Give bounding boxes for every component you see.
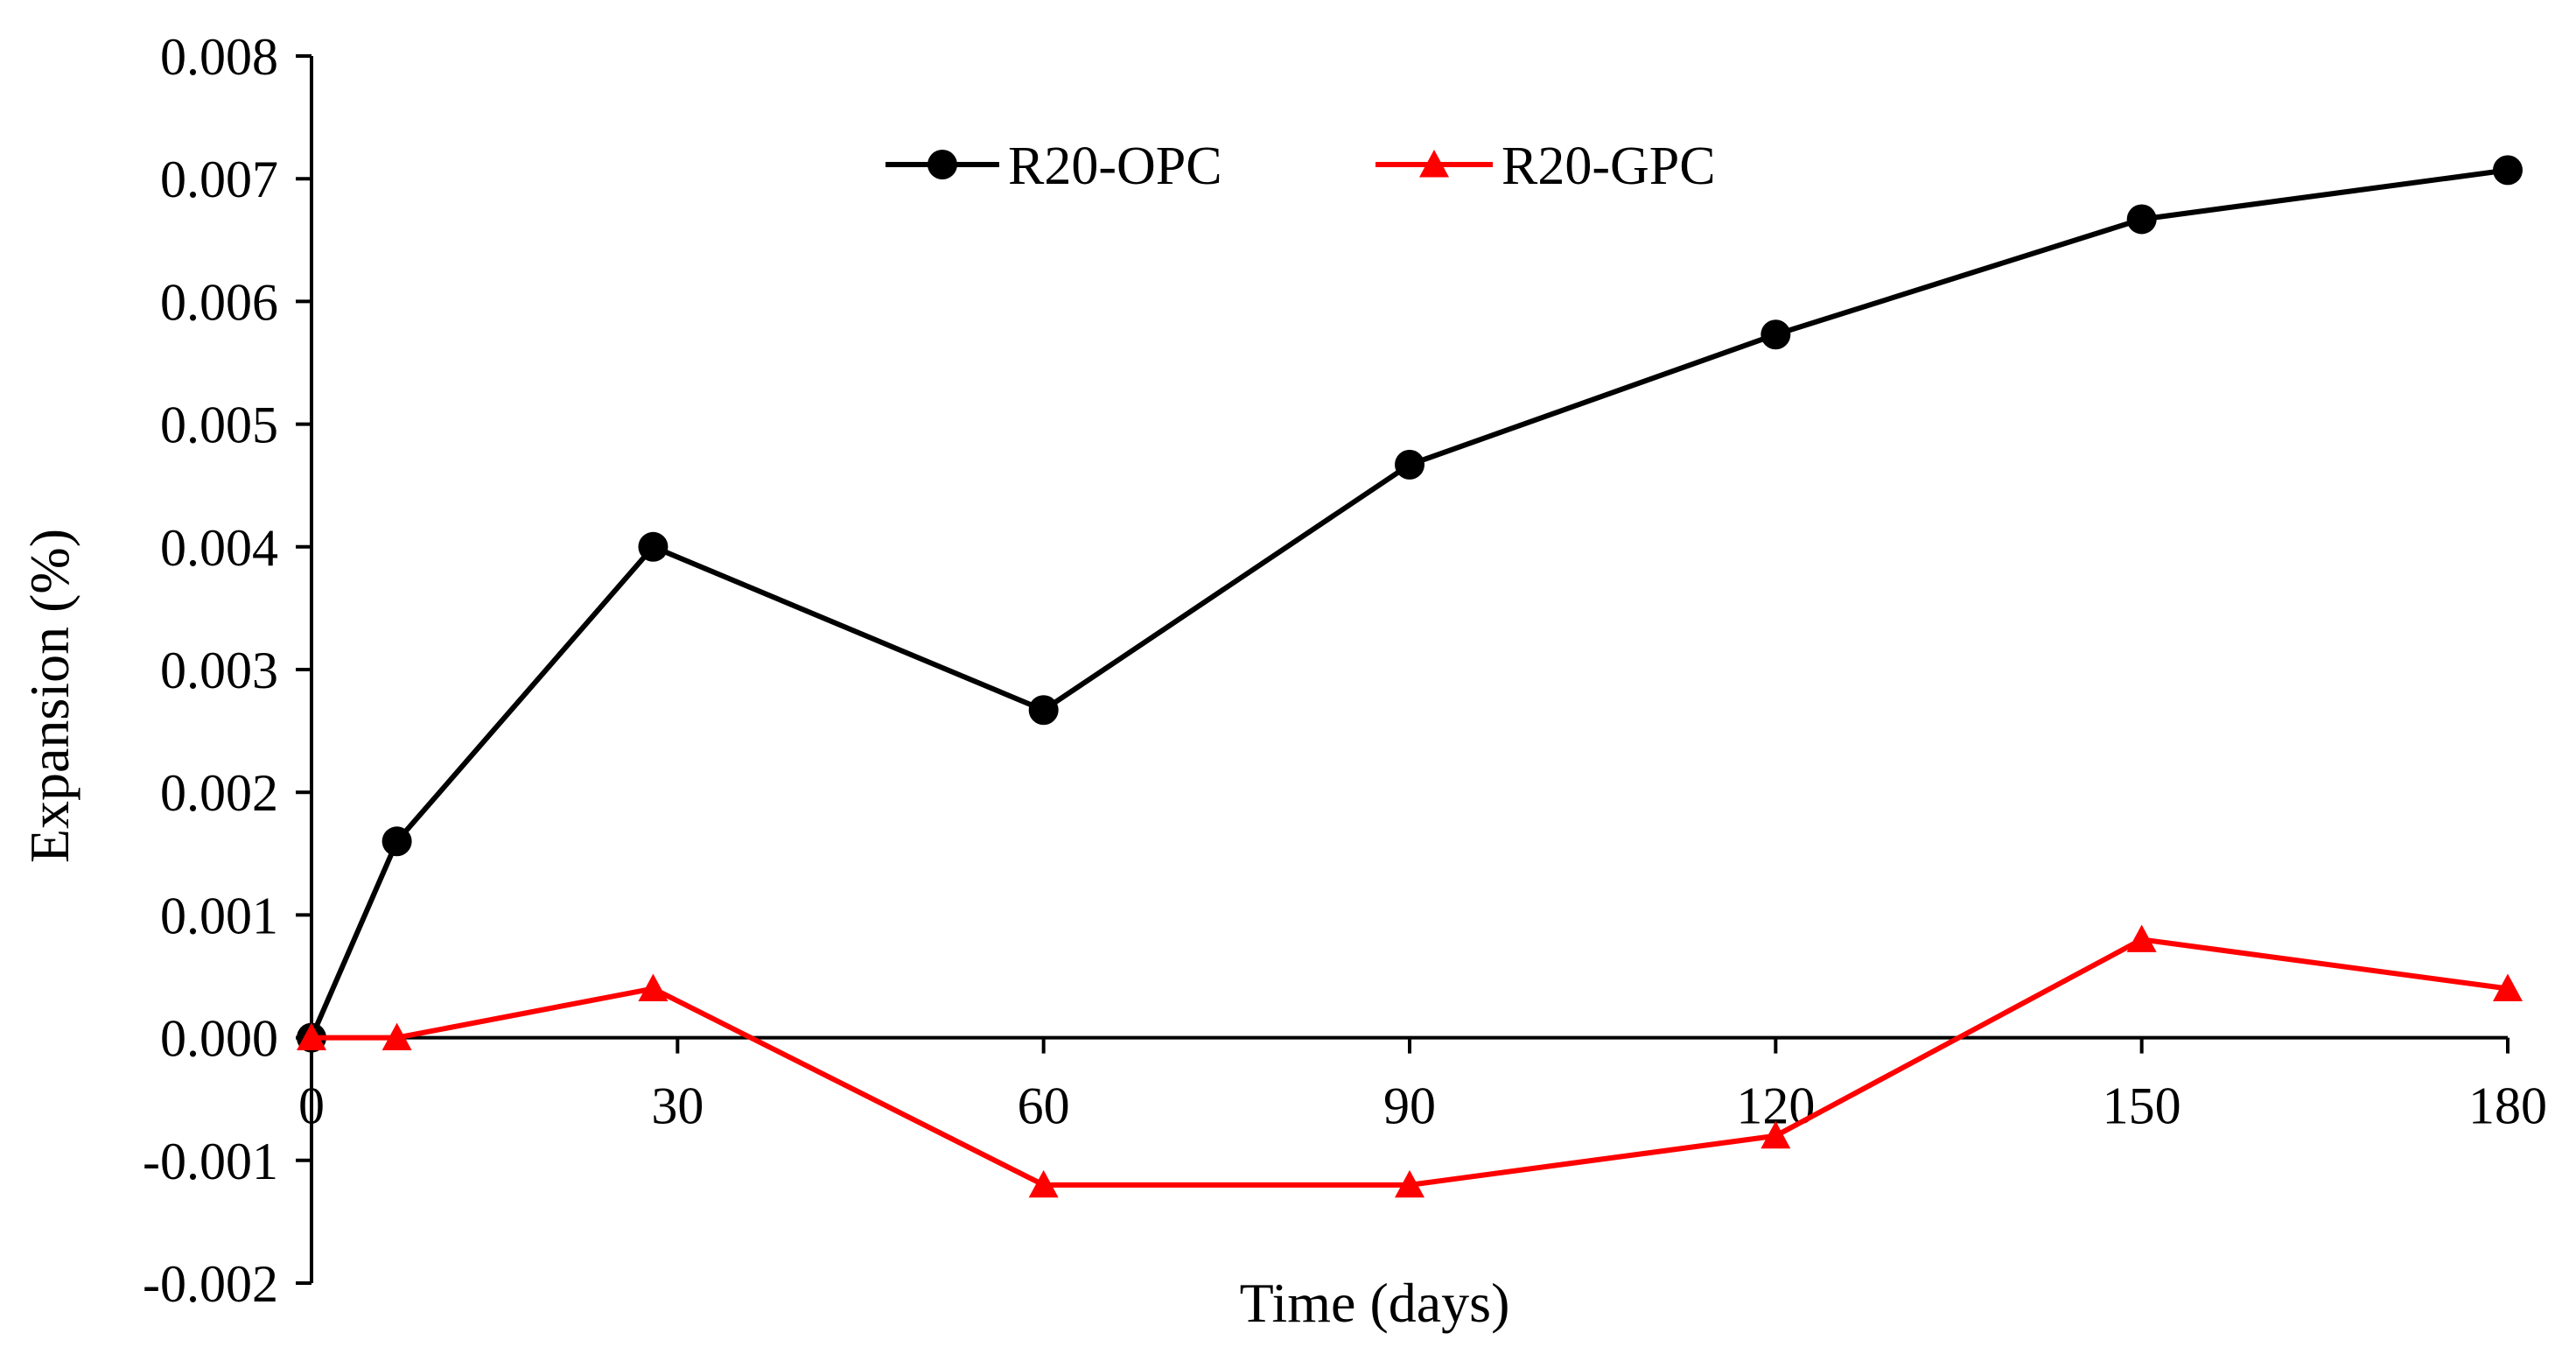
legend-label: R20-GPC	[1502, 137, 1716, 196]
series-line-r20-opc	[309, 167, 2509, 1039]
y-axis-title: Expansion (%)	[18, 529, 80, 863]
y-tick-label: 0.000	[160, 1010, 278, 1068]
y-tick-label: 0.008	[160, 28, 278, 86]
y-tick-label: 0.001	[160, 887, 278, 944]
data-point-r20-opc	[1395, 449, 1424, 480]
x-tick-label: 30	[651, 1077, 704, 1135]
x-tick-label: 90	[1383, 1077, 1436, 1135]
data-point-r20-gpc	[382, 1022, 412, 1051]
data-point-r20-gpc	[1028, 1169, 1059, 1198]
y-tick-label: -0.001	[143, 1133, 278, 1190]
series-r20-opc	[297, 155, 2523, 1053]
y-tick-label: 0.002	[160, 764, 278, 822]
legend-item-r20-gpc: R20-GPC	[1376, 137, 1716, 196]
legend: R20-OPC R20-GPC	[886, 137, 1716, 196]
y-tick-label: 0.004	[160, 519, 278, 577]
x-axis-title: Time (days)	[1240, 1272, 1510, 1334]
data-point-r20-gpc	[1395, 1169, 1424, 1198]
y-tick-label: 0.005	[160, 396, 278, 454]
data-point-r20-gpc	[297, 1022, 326, 1051]
y-tick-label: -0.002	[143, 1255, 278, 1313]
y-axis-ticks: -0.002 -0.001 0.000 0.001 0.002 0.003 0.004 0.0…	[143, 28, 312, 1313]
legend-swatch-marker	[928, 150, 957, 179]
x-tick-label: 150	[2103, 1077, 2181, 1135]
data-point-r20-opc	[1028, 695, 1059, 726]
series-line-r20-gpc	[312, 937, 2509, 1188]
legend-swatch-marker	[1419, 150, 1449, 178]
data-point-r20-gpc	[1760, 1120, 1791, 1149]
y-tick-label: 0.007	[160, 151, 278, 208]
data-point-r20-opc	[1760, 319, 1791, 350]
x-tick-label: 0	[298, 1077, 325, 1135]
x-tick-label: 180	[2468, 1077, 2547, 1135]
data-point-r20-gpc	[2493, 973, 2523, 1001]
legend-label: R20-OPC	[1008, 137, 1222, 196]
series-layer	[297, 155, 2523, 1198]
legend-item-r20-opc: R20-OPC	[886, 137, 1222, 196]
data-point-r20-opc	[2493, 155, 2523, 186]
data-point-r20-opc	[638, 531, 668, 562]
x-tick-label: 60	[1018, 1077, 1070, 1135]
data-point-r20-gpc	[638, 973, 668, 1001]
y-tick-label: 0.006	[160, 273, 278, 331]
data-point-r20-opc	[382, 826, 412, 857]
x-axis-ticks: 0 30 60 90 120 150 180	[298, 1037, 2547, 1135]
data-point-r20-opc	[2126, 204, 2157, 235]
y-tick-label: 0.003	[160, 642, 278, 699]
data-point-r20-gpc	[2126, 924, 2157, 952]
series-r20-gpc	[297, 924, 2523, 1198]
